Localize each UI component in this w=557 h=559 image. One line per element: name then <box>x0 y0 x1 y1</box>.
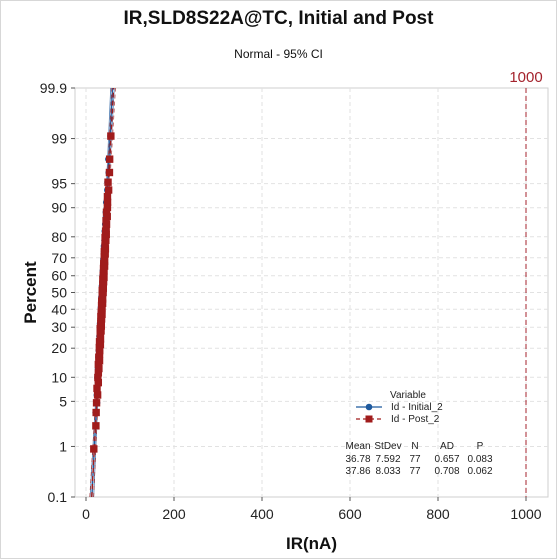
legend-marker <box>365 403 373 411</box>
data-point <box>90 445 98 453</box>
data-point <box>107 132 115 140</box>
y-tick-label: 40 <box>51 301 67 317</box>
data-point <box>102 208 111 216</box>
y-tick-label: 80 <box>51 229 67 245</box>
data-point <box>95 364 103 373</box>
data-point <box>94 378 103 387</box>
reference-line-group: 1000 <box>509 69 543 497</box>
stats-cell: 0.657 <box>434 454 459 465</box>
y-tick-label: 20 <box>51 340 67 356</box>
data-point <box>103 203 112 212</box>
legend: Variable Id - Initial_2Id - Post_2 <box>356 390 443 425</box>
data-point <box>94 360 103 369</box>
stats-header: StDev <box>374 441 401 452</box>
data-point <box>93 384 101 393</box>
x-tick-label: 400 <box>250 506 274 522</box>
legend-marker <box>365 415 373 423</box>
x-tick-label: 1000 <box>510 506 541 522</box>
reference-line-label: 1000 <box>509 69 542 86</box>
stats-cell: 7.592 <box>375 454 400 465</box>
y-tick-label: 99.9 <box>40 80 67 96</box>
x-axis-title: IR(nA) <box>286 534 337 553</box>
y-tick-label: 5 <box>59 393 67 409</box>
stats-header: AD <box>440 441 454 452</box>
x-tick-label: 0 <box>82 506 90 522</box>
data-point <box>92 408 100 417</box>
data-point <box>93 391 102 399</box>
data-point <box>92 399 101 407</box>
chart-title: IR,SLD8S22A@TC, Initial and Post <box>123 8 434 29</box>
stats-cell: 77 <box>409 454 421 465</box>
data-point <box>103 198 112 207</box>
stats-header: N <box>411 441 418 452</box>
stats-cell: 37.86 <box>345 466 370 477</box>
y-axis-title: Percent <box>21 261 40 324</box>
stats-table: Mean StDev N AD P 36.78 7.592 77 0.657 0.083 37.86… <box>345 441 492 477</box>
y-tick-label: 30 <box>51 319 67 335</box>
y-tick-label: 10 <box>51 369 67 385</box>
data-point <box>102 216 110 225</box>
stats-cell: 77 <box>409 466 421 477</box>
chart-subtitle: Normal - 95% CI <box>234 47 323 61</box>
legend-items: Id - Initial_2Id - Post_2 <box>356 402 443 425</box>
series-post <box>89 88 116 497</box>
y-tick-label: 95 <box>51 176 67 192</box>
data-point <box>103 212 111 221</box>
y-tick-label: 50 <box>51 285 67 301</box>
x-tick-label: 800 <box>426 506 450 522</box>
series-layer <box>89 88 116 497</box>
stats-cell: 0.708 <box>434 466 459 477</box>
x-tick-label: 600 <box>338 506 362 522</box>
data-point <box>94 373 102 382</box>
legend-label: Id - Initial_2 <box>391 402 443 413</box>
data-point <box>103 192 112 201</box>
stats-header: Mean <box>345 441 370 452</box>
stats-cell: 0.062 <box>467 466 492 477</box>
y-tick-label: 1 <box>59 438 67 454</box>
x-tick-label: 200 <box>162 506 186 522</box>
data-point <box>105 155 114 163</box>
stats-cell: 36.78 <box>345 454 370 465</box>
y-tick-label: 0.1 <box>48 489 68 505</box>
gridlines <box>75 88 548 497</box>
data-point <box>104 178 112 186</box>
data-point <box>92 422 100 430</box>
legend-label: Id - Post_2 <box>391 414 440 425</box>
data-point <box>94 369 103 377</box>
stats-cell: 8.033 <box>375 466 400 477</box>
data-point <box>105 168 114 177</box>
y-tick-label: 60 <box>51 268 67 284</box>
data-point <box>104 186 113 194</box>
data-point <box>102 220 111 228</box>
legend-title: Variable <box>390 390 426 401</box>
y-tick-label: 90 <box>51 200 67 216</box>
stats-header: P <box>477 441 484 452</box>
y-tick-label: 99 <box>51 131 67 147</box>
x-axis-ticks: 0 200 400 600 800 1000 <box>82 497 542 522</box>
stats-cell: 0.083 <box>467 454 492 465</box>
y-tick-label: 70 <box>51 250 67 266</box>
